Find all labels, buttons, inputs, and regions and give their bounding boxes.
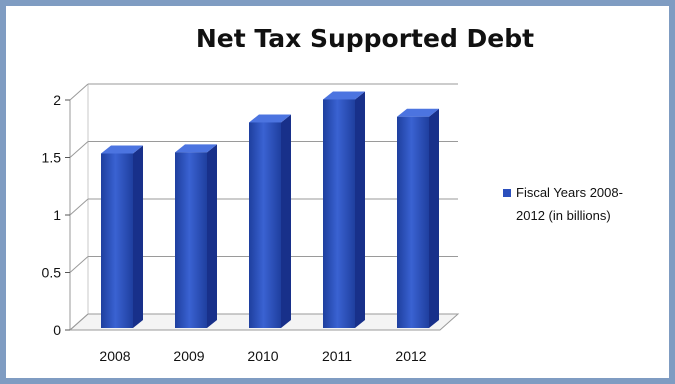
x-tick-label: 2008 [99, 348, 130, 364]
y-tick-label: 1.5 [42, 150, 62, 166]
bar-side [133, 145, 143, 328]
x-tick-label: 2012 [395, 348, 426, 364]
gridline-diagonal [69, 313, 89, 331]
bar-2011 [323, 91, 365, 328]
bar-side [281, 114, 291, 328]
bar-2010 [249, 114, 291, 328]
legend: Fiscal Years 2008- 2012 (in billions) [503, 185, 623, 223]
bar-side [207, 144, 217, 328]
bar-top [101, 145, 143, 154]
legend-swatch [503, 189, 511, 197]
y-tick-label: 0.5 [42, 265, 62, 281]
bar-top [323, 91, 365, 100]
bars [101, 91, 439, 328]
bar-front [101, 153, 133, 328]
gridline-diagonal [69, 198, 89, 216]
bar-2008 [101, 145, 143, 328]
y-tick-label: 0 [53, 322, 61, 338]
gridline-diagonal [69, 256, 89, 273]
y-tick-label: 2 [53, 92, 61, 108]
x-tick-label: 2011 [322, 348, 352, 364]
bar-side [429, 108, 439, 328]
chart-title: Net Tax Supported Debt [196, 24, 534, 53]
bar-top [249, 114, 291, 123]
x-axis-tick-labels: 2008 2009 2010 2011 2012 [99, 348, 426, 364]
bar-2009 [175, 144, 217, 328]
x-tick-label: 2010 [247, 348, 278, 364]
y-tick-label: 1 [53, 207, 61, 223]
legend-label-line-2: 2012 (in billions) [516, 208, 611, 223]
x-tick-label: 2009 [173, 348, 204, 364]
bar-side [355, 91, 365, 328]
bar-front [323, 99, 355, 328]
legend-label-line-1: Fiscal Years 2008- [516, 185, 623, 200]
gridline-diagonal [69, 83, 89, 101]
bar-2012 [397, 108, 439, 328]
bar-front [397, 116, 429, 328]
bar-front [249, 122, 281, 328]
y-axis-tick-labels: 0 0.5 1 1.5 2 [42, 92, 62, 338]
bar-top [397, 108, 439, 117]
bar-front [175, 152, 207, 328]
gridline-diagonal [69, 141, 89, 158]
bar-top [175, 144, 217, 153]
